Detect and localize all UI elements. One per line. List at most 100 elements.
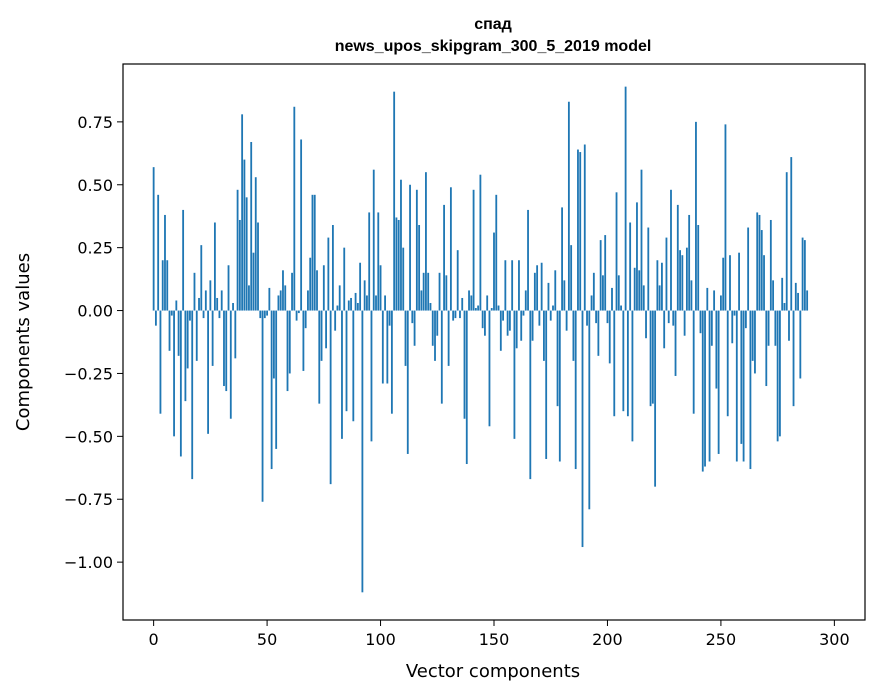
bar [366, 295, 368, 311]
bar [286, 310, 289, 392]
bar [325, 310, 327, 349]
bar [536, 265, 539, 311]
bar [549, 310, 552, 321]
bar [581, 310, 584, 548]
bar [220, 290, 223, 311]
bar [554, 270, 557, 311]
bar [259, 310, 262, 319]
bar [179, 310, 182, 457]
bar [329, 310, 332, 485]
bar [649, 310, 652, 407]
bar [361, 310, 364, 593]
x-tick-label: 300 [819, 630, 850, 649]
x-tick-label: 50 [257, 630, 277, 649]
bar [198, 297, 200, 311]
bar [445, 275, 448, 311]
bar [617, 275, 620, 311]
y-tick-label: −0.75 [64, 490, 113, 509]
chart-subtitle: news_upos_skipgram_300_5_2019 model [335, 38, 652, 55]
bar [164, 214, 166, 311]
bar [756, 212, 759, 311]
bar [642, 285, 645, 311]
bar [776, 310, 779, 442]
bar [674, 310, 677, 376]
bar [588, 310, 591, 510]
bar [227, 265, 230, 311]
bar [336, 305, 339, 311]
bar [254, 177, 257, 311]
bar [676, 204, 679, 311]
bar [640, 169, 643, 311]
bar [490, 308, 493, 311]
bar [493, 232, 495, 311]
bar [189, 310, 191, 321]
bar [241, 114, 244, 311]
bar [656, 260, 659, 311]
bar [275, 310, 278, 449]
bar [406, 310, 409, 454]
bar [261, 310, 264, 502]
bar [658, 285, 661, 311]
bar [463, 310, 466, 419]
chart-title: спад [474, 16, 512, 33]
bar [499, 310, 502, 351]
bar [742, 310, 745, 462]
bar [415, 189, 418, 311]
bar [284, 285, 287, 311]
bar [272, 310, 275, 379]
bar [665, 237, 668, 311]
bar [202, 310, 205, 319]
bar [626, 310, 629, 417]
bar [459, 310, 461, 319]
bar [465, 310, 468, 465]
x-tick-label: 200 [592, 630, 623, 649]
bar [717, 310, 720, 454]
bar [706, 287, 709, 311]
bar [561, 207, 563, 311]
bar [413, 310, 416, 346]
bar [794, 282, 797, 311]
bar [209, 280, 212, 311]
bar [801, 237, 804, 311]
bar [729, 255, 731, 311]
bar [400, 179, 402, 311]
bar [783, 303, 786, 311]
bar [769, 219, 772, 311]
bar [701, 310, 704, 472]
bar [431, 310, 434, 346]
bar [213, 222, 216, 311]
bar [613, 310, 616, 417]
bar [223, 310, 225, 387]
bar [154, 310, 157, 326]
bar [354, 292, 357, 311]
bar [620, 305, 622, 311]
bar [388, 310, 391, 326]
bar [420, 290, 423, 311]
bar [556, 310, 559, 407]
bar [679, 250, 681, 311]
bar [238, 219, 241, 311]
bar [245, 197, 248, 311]
bar [438, 272, 441, 311]
bar [452, 310, 455, 321]
bar [386, 310, 389, 384]
bar [195, 310, 198, 361]
bar [449, 187, 452, 311]
bar [363, 280, 366, 311]
bar [515, 310, 518, 349]
bar [282, 270, 284, 311]
bar [695, 121, 697, 311]
bar [688, 214, 691, 311]
bar [368, 212, 371, 311]
bar [704, 310, 706, 467]
bar [173, 310, 175, 437]
bar [713, 290, 716, 311]
bar [744, 310, 747, 329]
bar [624, 86, 627, 311]
bar [390, 310, 393, 414]
bar [184, 310, 187, 402]
bar [316, 270, 318, 311]
bar [225, 310, 228, 392]
bar [200, 245, 203, 311]
